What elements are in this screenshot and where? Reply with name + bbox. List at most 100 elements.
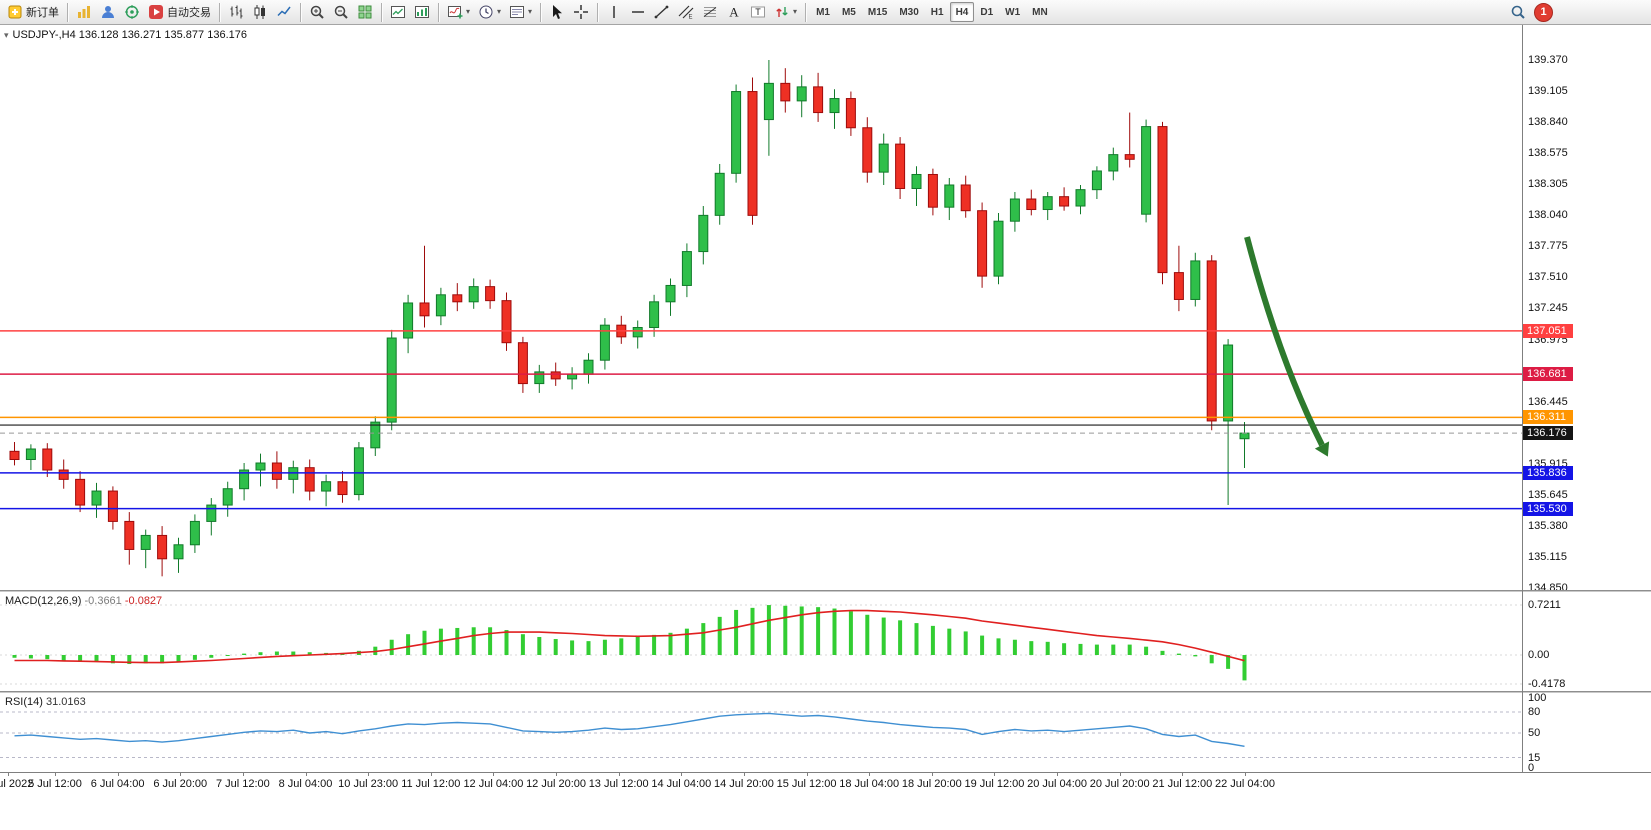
candle-body <box>895 143 906 189</box>
candle <box>1042 192 1053 221</box>
timeframe-m15[interactable]: M15 <box>862 2 893 22</box>
candle-body <box>698 214 709 253</box>
down-arrow-annotation[interactable] <box>1244 236 1325 447</box>
chart-dropdown-icon[interactable]: ▾ <box>4 29 9 40</box>
macd-histogram-bar <box>520 634 525 655</box>
candle-body <box>435 294 446 317</box>
time-axis-tick <box>681 773 683 776</box>
candle-body <box>1059 196 1070 207</box>
macd-histogram-bar <box>799 606 804 655</box>
macd-histogram-bar <box>750 607 755 655</box>
svg-text:A: A <box>729 5 739 20</box>
text-label-button[interactable]: T <box>746 1 770 23</box>
rsi-panel[interactable] <box>0 693 1522 772</box>
price-axis[interactable]: 139.370 139.105 138.840 138.575 138.305 138.0… <box>1523 25 1651 772</box>
candle-body <box>222 488 233 506</box>
time-axis-label: 11 Jul 12:00 <box>401 778 461 790</box>
timeframe-h4-label: H4 <box>955 6 969 18</box>
fibonacci-button[interactable] <box>698 1 722 23</box>
toolbar-separator <box>438 2 439 22</box>
candlestick-icon <box>252 4 268 20</box>
notification-badge[interactable]: 1 <box>1534 2 1553 22</box>
candle-body <box>599 324 610 361</box>
crosshair-button[interactable] <box>569 1 593 23</box>
new-order-button[interactable]: 新订单 <box>3 1 63 23</box>
candle-body <box>419 302 430 317</box>
chart-autoscroll-button[interactable] <box>410 1 434 23</box>
macd-histogram-bar <box>406 634 411 655</box>
chart-shift-button[interactable] <box>386 1 410 23</box>
macd-histogram-bar <box>684 628 689 655</box>
autotrading-button[interactable]: 自动交易 <box>144 1 215 23</box>
horizontal-line-button[interactable] <box>626 1 650 23</box>
candle <box>878 133 889 185</box>
time-axis-label: 15 Jul 12:00 <box>776 778 837 790</box>
candle-body <box>1124 154 1135 160</box>
indicators-button[interactable]: ▾ <box>443 1 474 23</box>
zoom-in-button[interactable] <box>305 1 329 23</box>
candle-body <box>353 447 364 496</box>
macd-histogram-bar <box>980 635 985 655</box>
candle <box>649 294 660 337</box>
new-chart-button[interactable] <box>72 1 96 23</box>
bar-chart-button[interactable] <box>224 1 248 23</box>
timeframe-m30[interactable]: M30 <box>893 2 924 22</box>
macd-histogram-bar <box>1176 653 1181 655</box>
macd-histogram-bar <box>701 623 706 655</box>
line-chart-button[interactable] <box>272 1 296 23</box>
profiles-button[interactable] <box>96 1 120 23</box>
macd-splitter[interactable] <box>0 590 1651 592</box>
candle-body <box>1042 196 1053 211</box>
text-button[interactable]: A <box>722 1 746 23</box>
candle-body <box>583 359 594 375</box>
candle <box>452 283 463 312</box>
candle-body <box>1108 154 1119 172</box>
vertical-line-button[interactable] <box>602 1 626 23</box>
candlestick-chart-button[interactable] <box>248 1 272 23</box>
toolbar-separator <box>597 2 599 22</box>
trendline-button[interactable] <box>650 1 674 23</box>
templates-button[interactable]: ▾ <box>505 1 536 23</box>
candle <box>1059 187 1070 211</box>
timeframe-mn[interactable]: MN <box>1026 2 1054 22</box>
macd-panel[interactable] <box>0 592 1522 691</box>
time-axis-label: 14 Jul 04:00 <box>651 778 712 790</box>
periods-button[interactable]: ▾ <box>474 1 505 23</box>
macd-histogram-bar <box>160 655 165 664</box>
price-axis-border <box>1522 25 1523 772</box>
timeframe-m1[interactable]: M1 <box>810 2 836 22</box>
toolbar-separator <box>300 2 301 22</box>
timeframe-m5[interactable]: M5 <box>836 2 862 22</box>
trendline-icon <box>654 4 670 20</box>
timeframe-h1[interactable]: H1 <box>925 2 950 22</box>
candle <box>386 329 397 431</box>
search-button[interactable] <box>1506 1 1530 23</box>
candle <box>173 537 184 573</box>
candle <box>1075 184 1086 215</box>
timeframe-d1[interactable]: D1 <box>974 2 999 22</box>
candle <box>485 279 496 309</box>
candle <box>895 137 906 200</box>
price-chart[interactable]: ▾ USDJPY-,H4 136.128 136.271 135.877 136… <box>0 25 1522 590</box>
time-axis-label: 8 Jul 04:00 <box>278 778 333 790</box>
macd-histogram-bar <box>766 605 771 655</box>
connect-button[interactable] <box>120 1 144 23</box>
tile-windows-button[interactable] <box>353 1 377 23</box>
vertical-line-icon <box>606 4 622 20</box>
arrows-button[interactable]: ▾ <box>770 1 801 23</box>
chevron-down-icon: ▾ <box>793 7 798 16</box>
rsi-splitter[interactable] <box>0 691 1651 693</box>
macd-histogram-bar <box>209 655 214 658</box>
candle-body <box>239 469 250 490</box>
toolbar-separator <box>540 2 542 22</box>
timeframe-h4[interactable]: H4 <box>949 2 975 22</box>
candle-body <box>304 467 315 492</box>
candle-body <box>649 301 660 329</box>
cursor-button[interactable] <box>545 1 569 23</box>
channel-button[interactable]: E <box>674 1 698 23</box>
zoom-out-button[interactable] <box>329 1 353 23</box>
timeframe-w1[interactable]: W1 <box>999 2 1026 22</box>
candle-body <box>534 371 545 385</box>
candle <box>1091 166 1102 200</box>
